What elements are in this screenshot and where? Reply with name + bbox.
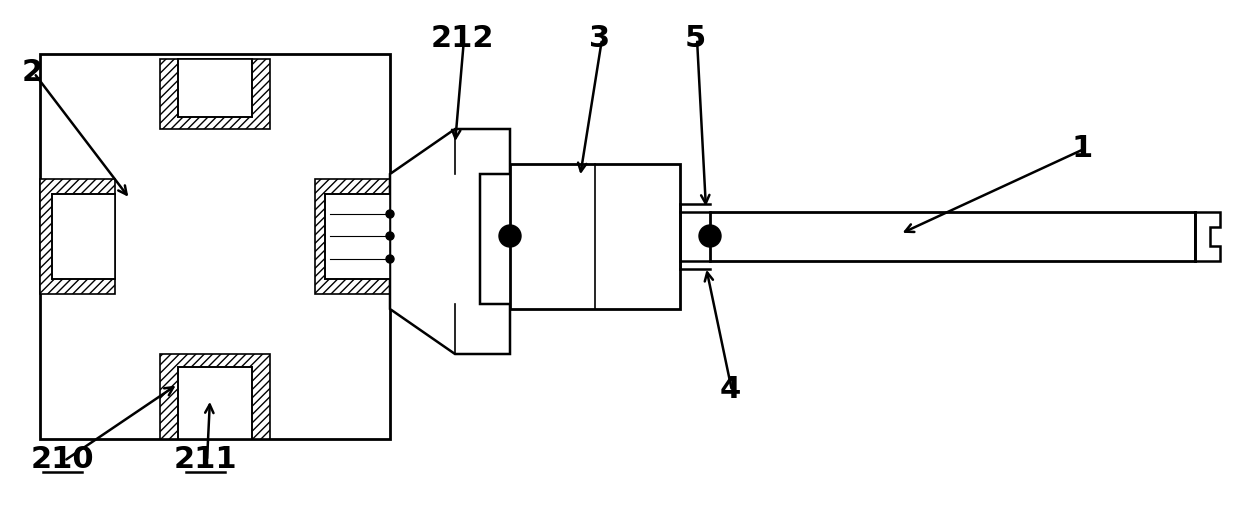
Circle shape [386,233,394,241]
Polygon shape [1195,213,1220,262]
Bar [40,180,115,294]
Bar [315,180,391,294]
Text: 210: 210 [30,445,94,473]
Bar [325,194,391,279]
Text: 4: 4 [719,375,740,404]
Circle shape [386,211,394,218]
Bar [510,165,680,309]
Bar [160,354,270,439]
Text: 1: 1 [1071,133,1092,162]
Text: 3: 3 [589,23,610,52]
Polygon shape [391,130,510,354]
Text: 211: 211 [174,445,237,473]
Text: 5: 5 [684,23,706,52]
Bar [179,367,252,439]
Text: 212: 212 [430,23,494,52]
Circle shape [498,225,521,247]
Circle shape [386,256,394,264]
Bar [52,194,115,279]
Bar [40,55,391,439]
Circle shape [699,225,720,247]
Bar [160,60,270,130]
Text: 2: 2 [21,58,42,87]
Bar [179,60,252,118]
Bar [711,213,1195,262]
